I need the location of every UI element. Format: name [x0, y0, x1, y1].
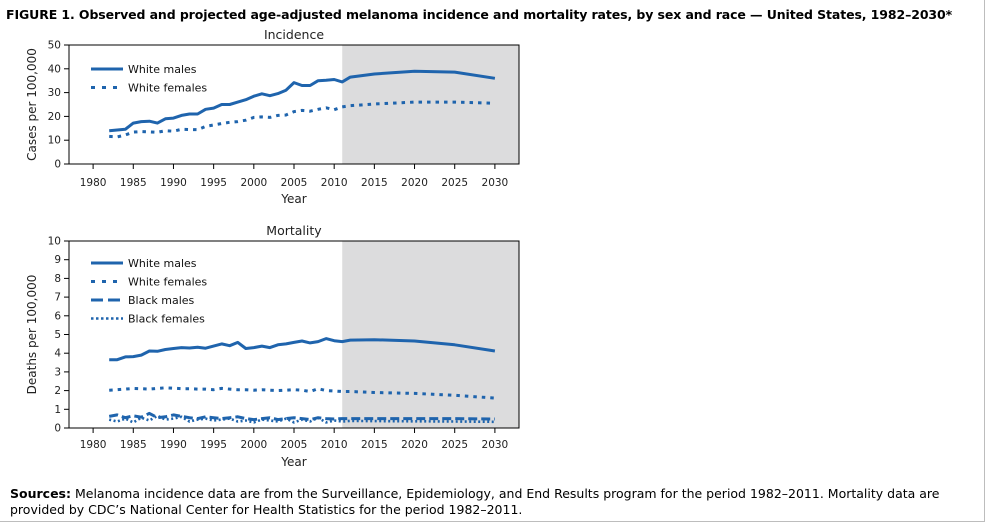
- panel2-legend-label-black-males: Black males: [128, 294, 195, 307]
- panel2-legend-label-black-females: Black females: [128, 313, 205, 326]
- panel2-x-tick-label: 2015: [361, 439, 388, 451]
- panel2-series-white-females-line: [109, 386, 496, 400]
- panel2-x-axis-title: Year: [280, 455, 306, 469]
- panel1-y-axis-title: Cases per 100,000: [25, 48, 39, 161]
- panel1-x-tick-label: 2015: [361, 177, 388, 189]
- panel1-y-tick-label: 10: [48, 135, 61, 147]
- panel2-y-tick-label: 2: [54, 385, 61, 397]
- panel2-title: Mortality: [266, 223, 322, 238]
- panel2-x-tick-label: 2010: [321, 439, 348, 451]
- panel1-x-axis-title: Year: [280, 192, 306, 206]
- panel2-y-tick-label: 6: [54, 310, 61, 322]
- figure-title: FIGURE 1. Observed and projected age-adj…: [6, 7, 953, 22]
- panel2-x-tick-label: 2000: [240, 439, 267, 451]
- panel1-y-tick-label: 40: [48, 63, 61, 75]
- panel2-x-tick-label: 2025: [441, 439, 468, 451]
- panel1-y-tick-label: 0: [54, 159, 61, 171]
- panel2-y-tick-label: 4: [54, 348, 61, 360]
- sources-label: Sources:: [10, 486, 71, 501]
- panel1-series-white-females-line: [109, 100, 495, 139]
- panel1-series-white-males-line: [109, 69, 496, 133]
- panel2-y-axis-title: Deaths per 100,000: [25, 275, 39, 395]
- panel2-y-tick-label: 10: [48, 236, 61, 248]
- panel1-x-tick-label: 1985: [120, 177, 147, 189]
- panel2-x-tick-label: 2005: [281, 439, 308, 451]
- panel1-x-tick-label: 2020: [401, 177, 428, 189]
- sources-note: Sources: Melanoma incidence data are fro…: [10, 486, 975, 518]
- panel2-y-tick-label: 8: [54, 273, 61, 285]
- sources-text: Melanoma incidence data are from the Sur…: [10, 486, 940, 517]
- panel2-legend-label-white-females: White females: [128, 276, 207, 289]
- panel1-x-tick-label: 2025: [441, 177, 468, 189]
- panel1-x-tick-label: 2000: [240, 177, 267, 189]
- panel2-x-tick-label: 1980: [80, 439, 107, 451]
- panel2-y-tick-label: 1: [54, 404, 61, 416]
- panel2-x-tick-label: 1985: [120, 439, 147, 451]
- panel2-series-white-males-line: [109, 337, 496, 362]
- panel1-x-tick-label: 2010: [321, 177, 348, 189]
- panel1-y-tick-label: 20: [48, 111, 61, 123]
- panel2-y-tick-label: 9: [54, 254, 61, 266]
- panel2-y-tick-label: 3: [54, 366, 61, 378]
- panel1-x-tick-label: 1980: [80, 177, 107, 189]
- panel2-x-tick-label: 2030: [482, 439, 509, 451]
- panel1-legend-label-white-females: White females: [128, 82, 207, 95]
- panel2-x-tick-label: 1990: [160, 439, 187, 451]
- panel2-y-tick-label: 5: [54, 329, 61, 341]
- panel1-y-tick-label: 30: [48, 87, 61, 99]
- panel2-projection-shade: [342, 241, 519, 428]
- panel2-x-tick-label: 2020: [401, 439, 428, 451]
- panel2-y-tick-label: 0: [54, 423, 61, 435]
- panel2-legend-label-white-males: White males: [128, 257, 197, 270]
- panel1-x-tick-label: 1990: [160, 177, 187, 189]
- panel2-y-tick-label: 7: [54, 292, 61, 304]
- panel1-title: Incidence: [264, 27, 324, 42]
- panel1-x-tick-label: 2030: [482, 177, 509, 189]
- panel2-series-black-females-line: [108, 414, 495, 424]
- panel1-legend-label-white-males: White males: [128, 63, 197, 76]
- panel2-x-tick-label: 1995: [200, 439, 227, 451]
- panel1-x-tick-label: 1995: [200, 177, 227, 189]
- panel1-y-tick-label: 50: [48, 40, 61, 52]
- panel1-x-tick-label: 2005: [281, 177, 308, 189]
